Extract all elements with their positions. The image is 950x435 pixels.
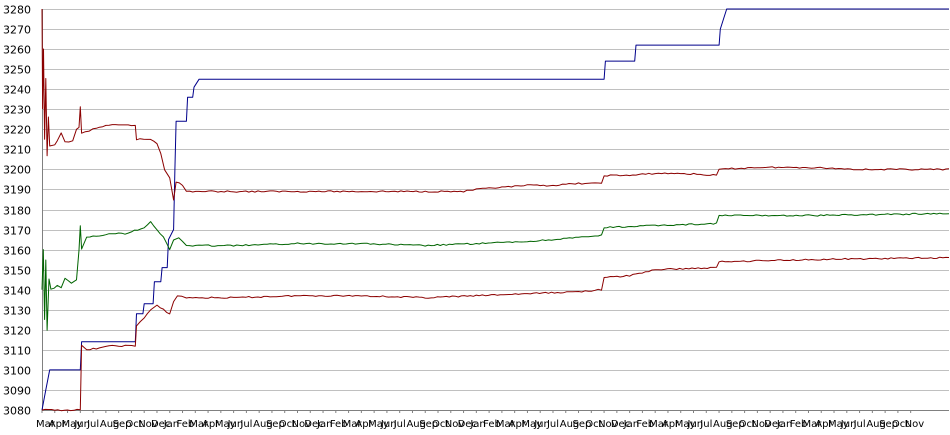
y-tick-label: 3200 xyxy=(3,164,31,177)
x-tick-label: Jun xyxy=(840,419,857,430)
x-tick-label: Feb xyxy=(330,419,348,430)
series-line-2 xyxy=(41,8,950,201)
x-tick-label: Feb xyxy=(483,419,501,430)
y-tick-label: 3120 xyxy=(3,325,31,338)
x-tick-label: Aug xyxy=(560,419,580,430)
x-tick-label: Mar xyxy=(496,419,516,430)
x-tick-label: Sep xyxy=(266,419,285,430)
x-tick-label: Mar xyxy=(802,419,822,430)
x-tick-label: Mar xyxy=(36,419,56,430)
x-tick-label: May xyxy=(675,419,696,430)
x-tick-label: Jun xyxy=(533,419,550,430)
x-tick-label: Apr xyxy=(49,419,67,430)
x-tick-label: Dec xyxy=(611,419,630,430)
x-tick-label: Oct xyxy=(279,419,296,430)
y-tick-label: 3130 xyxy=(3,305,31,318)
series-line-4 xyxy=(41,256,950,412)
y-tick-label: 3090 xyxy=(3,385,31,398)
y-tick-label: 3250 xyxy=(3,64,31,77)
y-tick-label: 3260 xyxy=(3,44,31,57)
x-tick-label: Jun xyxy=(227,419,244,430)
y-tick-label: 3170 xyxy=(3,225,31,238)
y-tick-label: 3080 xyxy=(3,405,31,418)
x-tick-label: Sep xyxy=(879,419,898,430)
x-tick-label: Feb xyxy=(636,419,654,430)
x-tick-label: Jun xyxy=(380,419,397,430)
x-tick-label: May xyxy=(368,419,389,430)
x-tick-label: Aug xyxy=(100,419,120,430)
y-tick-label: 3280 xyxy=(3,4,31,17)
x-tick-label: Apr xyxy=(662,419,680,430)
series-line-3 xyxy=(41,212,950,331)
x-tick-label: Feb xyxy=(790,419,808,430)
x-tick-label: Jul xyxy=(699,419,712,430)
x-tick-label: Jul xyxy=(853,419,866,430)
x-tick-label: Mar xyxy=(189,419,209,430)
grid-lines xyxy=(42,9,949,411)
x-tick-label: Aug xyxy=(253,419,273,430)
x-tick-label: May xyxy=(62,419,83,430)
x-tick-label: Jul xyxy=(393,419,406,430)
x-tick-label: Dec xyxy=(304,419,323,430)
x-tick-label: Dec xyxy=(458,419,477,430)
x-tick-label: Jan xyxy=(776,419,792,430)
x-tick-label: Nov xyxy=(138,419,158,430)
x-tick-label: Jul xyxy=(239,419,252,430)
x-tick-label: Sep xyxy=(419,419,438,430)
x-tick-label: Dec xyxy=(764,419,783,430)
x-tick-label: Nov xyxy=(905,419,925,430)
y-tick-label: 3230 xyxy=(3,104,31,117)
x-tick-label: May xyxy=(828,419,849,430)
y-tick-label: 3150 xyxy=(3,265,31,278)
x-tick-label: Sep xyxy=(573,419,592,430)
y-tick-label: 3210 xyxy=(3,144,31,157)
y-tick-label: 3140 xyxy=(3,285,31,298)
y-tick-label: 3180 xyxy=(3,205,31,218)
y-tick-label: 3100 xyxy=(3,365,31,378)
x-tick-label: Apr xyxy=(355,419,373,430)
x-tick-label: Nov xyxy=(751,419,771,430)
x-tick-label: Jul xyxy=(86,419,99,430)
x-tick-label: Apr xyxy=(815,419,833,430)
x-tick-label: Nov xyxy=(291,419,311,430)
x-tick-label: Aug xyxy=(713,419,733,430)
x-tick-label: Jul xyxy=(546,419,559,430)
x-tick-label: Oct xyxy=(432,419,449,430)
series-line-1 xyxy=(41,8,949,411)
x-tick-label: Jan xyxy=(163,419,179,430)
x-tick-label: Jun xyxy=(73,419,90,430)
x-tick-label: Oct xyxy=(585,419,602,430)
x-tick-label: Feb xyxy=(177,419,195,430)
x-tick-label: Sep xyxy=(113,419,132,430)
x-tick-label: May xyxy=(215,419,236,430)
x-tick-label: Apr xyxy=(202,419,220,430)
x-tick-label: Sep xyxy=(726,419,745,430)
x-tick-label: Oct xyxy=(892,419,909,430)
x-tick-label: Dec xyxy=(151,419,170,430)
y-tick-label: 3270 xyxy=(3,24,31,37)
x-tick-label: May xyxy=(521,419,542,430)
y-tick-labels: 3080 3090 3100 3110 3120 3130 3140 3150 3160 3170… xyxy=(3,4,31,418)
y-tick-label: 3160 xyxy=(3,245,31,258)
x-tick-label: Jan xyxy=(316,419,332,430)
y-tick-label: 3110 xyxy=(3,345,31,358)
y-tick-label: 3190 xyxy=(3,184,31,197)
x-tick-label: Nov xyxy=(598,419,618,430)
x-tick-label: Aug xyxy=(866,419,886,430)
x-tick-label: Oct xyxy=(125,419,142,430)
x-tick-label: Mar xyxy=(343,419,363,430)
x-tick-label: Jun xyxy=(687,419,704,430)
x-tick-label: Aug xyxy=(406,419,426,430)
series-group xyxy=(41,8,950,412)
x-tick-label: Oct xyxy=(739,419,756,430)
x-tick-label: Mar xyxy=(649,419,669,430)
x-tick-label: Jan xyxy=(623,419,639,430)
y-tick-label: 3240 xyxy=(3,84,31,97)
y-tick-label: 3220 xyxy=(3,124,31,137)
x-tick-label: Jan xyxy=(469,419,485,430)
x-tick-label: Apr xyxy=(509,419,527,430)
x-tick-label: Nov xyxy=(445,419,465,430)
